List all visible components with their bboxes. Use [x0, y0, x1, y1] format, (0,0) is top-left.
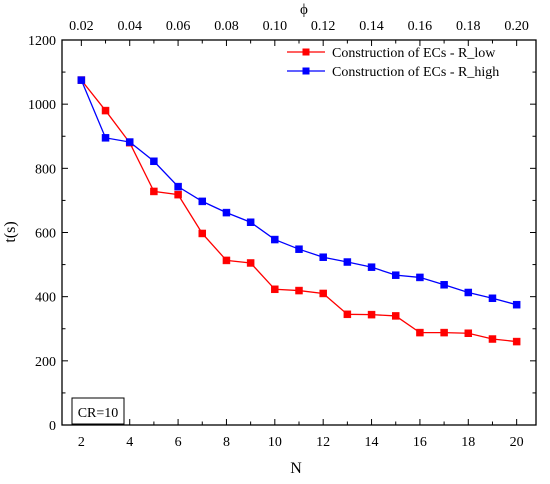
data-point	[512, 337, 521, 346]
series-layer	[77, 76, 521, 346]
x-tick-label: 20	[510, 435, 524, 450]
data-point	[319, 289, 327, 298]
x-tick-label: 10	[268, 435, 282, 450]
top-x-tick-label: 0.10	[263, 19, 288, 34]
data-point	[464, 288, 473, 297]
data-point	[101, 106, 110, 115]
annotation-box: CR=10	[71, 397, 125, 425]
annotation-frame	[71, 397, 125, 425]
legend-label: Construction of ECs - R_high	[332, 65, 499, 80]
y-axis-label: t(s)	[2, 221, 19, 242]
series-line	[80, 79, 517, 343]
data-point	[150, 157, 158, 166]
data-point	[246, 218, 255, 226]
x-tick-label: 16	[413, 435, 427, 450]
data-point	[101, 134, 110, 142]
top-x-tick-label: 0.16	[408, 19, 433, 34]
data-point	[222, 208, 231, 217]
data-point	[125, 138, 134, 146]
data-point	[488, 335, 497, 343]
y-tick-label: 800	[35, 162, 56, 177]
data-point	[440, 328, 448, 337]
data-point	[77, 76, 86, 84]
x-tick-label: 14	[365, 435, 379, 450]
top-axis-label: ϕ	[300, 2, 308, 18]
data-point	[391, 312, 400, 320]
plot-border	[61, 39, 537, 426]
top-x-tick-label: 0.06	[166, 19, 191, 34]
data-point	[391, 271, 400, 279]
data-point	[222, 256, 231, 265]
data-point	[464, 329, 473, 337]
top-x-tick-label: 0.20	[504, 19, 529, 34]
x-tick-label: 12	[316, 435, 330, 450]
series-r-low	[77, 76, 521, 346]
top-x-tick-label: 0.02	[69, 19, 94, 34]
x-axis-label: N	[290, 460, 302, 477]
plot-frame	[61, 39, 537, 426]
data-point	[246, 259, 255, 267]
x-tick-label: 8	[223, 435, 230, 450]
data-point	[198, 197, 207, 206]
data-point	[295, 286, 303, 295]
data-point	[367, 263, 376, 271]
annotation-text: CR=10	[78, 406, 119, 421]
top-x-tick-label: 0.18	[456, 19, 481, 34]
top-x-tick-label: 0.14	[359, 19, 384, 34]
data-point	[512, 300, 521, 309]
y-tick-label: 400	[35, 291, 56, 306]
legend: Construction of ECs - R_low Construction …	[287, 46, 499, 80]
legend-marker	[302, 67, 310, 75]
series-r-high	[77, 76, 521, 309]
data-point	[319, 253, 327, 261]
data-point	[488, 294, 497, 303]
data-point	[271, 235, 279, 244]
data-point	[343, 258, 352, 266]
data-point	[416, 273, 424, 282]
data-point	[174, 190, 182, 199]
legend-marker	[302, 48, 310, 56]
top-x-tick-label: 0.08	[214, 19, 239, 34]
legend-label: Construction of ECs - R_low	[332, 46, 496, 61]
y-tick-label: 0	[49, 419, 56, 434]
top-x-tick-label: 0.04	[117, 19, 142, 34]
data-point	[367, 310, 376, 319]
y-tick-label: 1200	[28, 34, 56, 49]
x-tick-label: 4	[126, 435, 133, 450]
data-point	[343, 310, 352, 319]
data-point	[271, 285, 279, 294]
y-tick-label: 600	[35, 227, 56, 242]
data-point	[174, 182, 182, 191]
y-tick-label: 200	[35, 355, 56, 370]
y-tick-label: 1000	[28, 98, 56, 113]
data-point	[440, 281, 448, 289]
data-point	[295, 245, 303, 253]
data-point	[150, 187, 158, 196]
x-tick-label: 18	[461, 435, 475, 450]
series-line	[80, 79, 517, 306]
data-point	[416, 328, 424, 337]
x-tick-label: 6	[175, 435, 182, 450]
x-tick-label: 2	[78, 435, 85, 450]
top-x-tick-label: 0.12	[311, 19, 336, 34]
data-point	[198, 229, 207, 238]
axis-ticks: 2 4 6 8 10 12 14 16 18 20 0.02 0.04 0.06 0.08 0.10 0.12…	[28, 19, 536, 450]
